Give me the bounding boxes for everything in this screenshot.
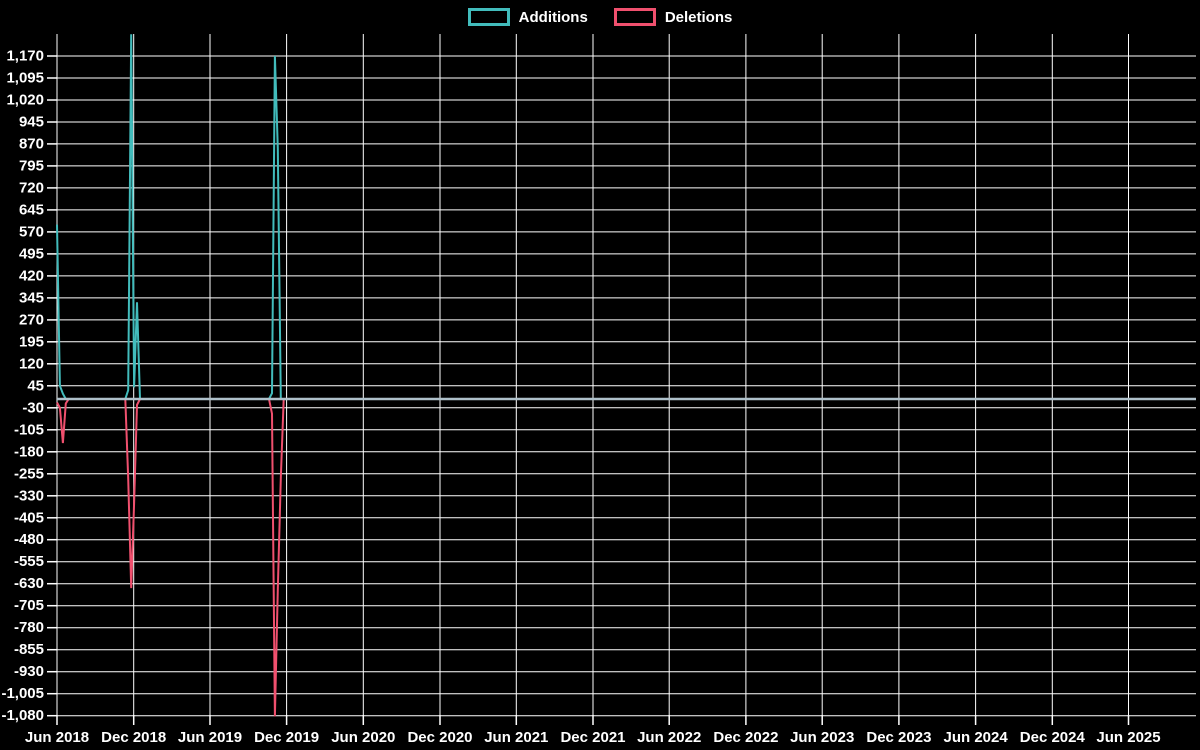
y-tick-label: 495: [19, 245, 44, 262]
x-tick-label: Dec 2020: [407, 729, 472, 746]
x-tick-label: Dec 2022: [713, 729, 778, 746]
x-tick-label: Dec 2018: [101, 729, 166, 746]
deletions-swatch-icon: [613, 8, 656, 26]
y-tick-label: -1,080: [1, 707, 44, 724]
x-tick-label: Jun 2024: [943, 729, 1008, 746]
legend-label-additions: Additions: [518, 8, 588, 26]
legend-label-deletions: Deletions: [664, 8, 733, 26]
legend-item-additions[interactable]: Additions: [467, 8, 588, 26]
y-tick-label: 1,095: [6, 70, 44, 87]
y-tick-label: -930: [14, 663, 44, 680]
y-tick-label: 870: [19, 135, 44, 152]
y-tick-label: -255: [14, 465, 44, 482]
y-tick-label: 645: [19, 201, 44, 218]
y-tick-label: 720: [19, 179, 44, 196]
y-tick-label: -705: [14, 597, 44, 614]
additions-swatch-icon: [467, 8, 510, 26]
y-tick-label: -330: [14, 487, 44, 504]
legend-item-deletions[interactable]: Deletions: [613, 8, 733, 26]
x-tick-label: Dec 2023: [866, 729, 931, 746]
y-tick-label: -180: [14, 443, 44, 460]
y-tick-label: -630: [14, 575, 44, 592]
deletions-line[interactable]: [56, 398, 1196, 717]
x-tick-label: Jun 2021: [484, 729, 548, 746]
y-tick-label: 795: [19, 157, 44, 174]
x-tick-label: Dec 2019: [254, 729, 319, 746]
x-tick-label: Jun 2018: [25, 729, 89, 746]
y-tick-label: -555: [14, 553, 44, 570]
x-grid-and-ticks: Jun 2018 Dec 2018 Jun 2019 Dec 2019 Jun 2020…: [25, 34, 1161, 746]
y-tick-label: -780: [14, 619, 44, 636]
y-tick-label: 945: [19, 114, 44, 131]
y-tick-label: 1,020: [6, 92, 44, 109]
y-tick-label: -480: [14, 531, 44, 548]
x-tick-label: Dec 2024: [1020, 729, 1086, 746]
y-tick-label: -30: [22, 399, 44, 416]
y-tick-label: -855: [14, 641, 44, 658]
x-tick-label: Dec 2021: [560, 729, 625, 746]
x-tick-label: Jun 2022: [637, 729, 701, 746]
y-tick-label: 570: [19, 223, 44, 240]
x-tick-label: Jun 2019: [178, 729, 242, 746]
y-tick-label: -405: [14, 509, 44, 526]
y-grid-and-ticks: 1,170 1,095 1,020 945 870 795 720 645 570 495 420 3…: [1, 48, 1196, 724]
x-tick-label: Jun 2020: [331, 729, 395, 746]
y-tick-label: 345: [19, 289, 44, 306]
x-tick-label: Jun 2023: [790, 729, 854, 746]
y-tick-label: 420: [19, 267, 44, 284]
y-tick-label: 195: [19, 333, 44, 350]
y-tick-label: 270: [19, 311, 44, 328]
y-tick-label: -1,005: [1, 685, 44, 702]
additions-line[interactable]: [56, 34, 1196, 400]
y-tick-label: 45: [27, 377, 44, 394]
y-tick-label: -105: [14, 421, 44, 438]
x-tick-label: Jun 2025: [1096, 729, 1160, 746]
y-tick-label: 1,170: [6, 48, 44, 65]
y-tick-label: 120: [19, 355, 44, 372]
chart-legend: Additions Deletions: [0, 8, 1200, 26]
